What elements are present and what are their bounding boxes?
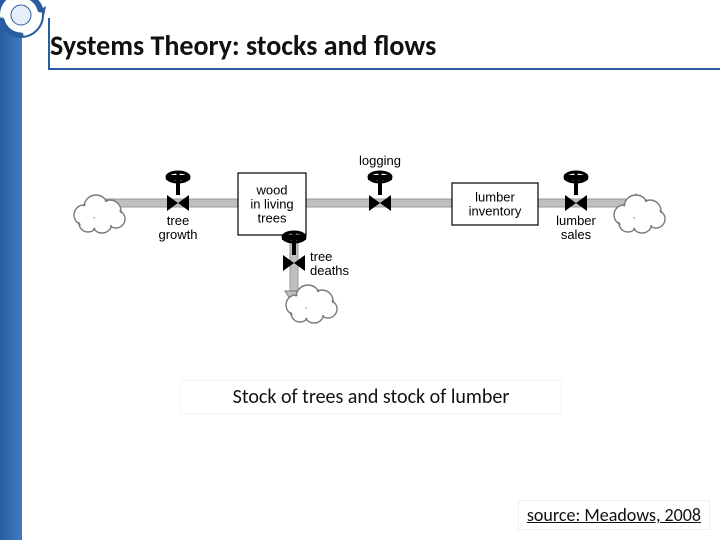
svg-text:deaths: deaths bbox=[310, 263, 350, 278]
accent-bar bbox=[0, 0, 22, 540]
title-rule bbox=[48, 68, 720, 70]
svg-text:growth: growth bbox=[158, 227, 197, 242]
svg-text:trees: trees bbox=[258, 211, 287, 226]
page-title: Systems Theory: stocks and flows bbox=[50, 28, 696, 69]
svg-text:wood: wood bbox=[255, 183, 287, 198]
diagram-caption: Stock of trees and stock of lumber bbox=[180, 380, 562, 414]
svg-text:in living: in living bbox=[250, 197, 293, 212]
svg-text:inventory: inventory bbox=[469, 204, 522, 219]
svg-text:logging: logging bbox=[359, 153, 401, 168]
svg-text:tree: tree bbox=[310, 249, 332, 264]
source-citation: source: Meadows, 2008 bbox=[518, 500, 710, 530]
svg-text:lumber: lumber bbox=[475, 190, 515, 205]
slide: Systems Theory: stocks and flows woodin … bbox=[0, 0, 720, 540]
title-wrap: Systems Theory: stocks and flows bbox=[50, 28, 696, 69]
svg-text:tree: tree bbox=[167, 213, 189, 228]
stock-flow-diagram: woodin livingtreeslumberinventorytreegro… bbox=[70, 115, 670, 325]
svg-text:lumber: lumber bbox=[556, 213, 596, 228]
logo-icon bbox=[0, 0, 48, 42]
svg-text:sales: sales bbox=[561, 227, 592, 242]
